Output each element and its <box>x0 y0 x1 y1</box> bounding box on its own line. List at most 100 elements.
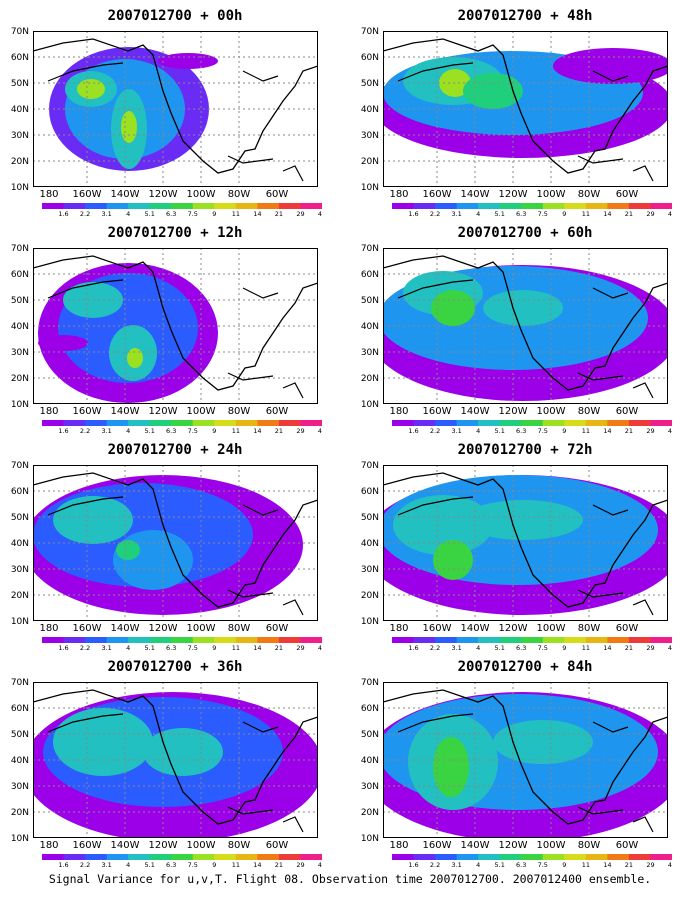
colorbar-swatch <box>435 854 458 860</box>
panel-title: 2007012700 + 36h <box>107 659 243 675</box>
colorbar-swatch <box>149 854 172 860</box>
colorbar-swatch <box>214 203 237 209</box>
colorbar-swatch <box>585 637 608 643</box>
map-canvas <box>383 248 668 404</box>
coastline <box>383 255 668 391</box>
latitude-label: 20N <box>360 591 379 601</box>
latitude-label: 40N <box>360 539 379 549</box>
coastline <box>33 255 318 391</box>
longitude-label: 100W <box>536 189 566 200</box>
colorbar-label: 5.1 <box>145 644 155 651</box>
colorbar-swatch <box>456 637 479 643</box>
map-canvas <box>33 465 318 621</box>
latitude-label: 50N <box>10 513 29 523</box>
colorbar-label: 9 <box>212 644 216 651</box>
colorbar-swatch <box>456 203 479 209</box>
colorbar-swatch <box>564 854 587 860</box>
colorbar-label: 1.6 <box>58 427 68 434</box>
variance-contour <box>553 48 668 84</box>
colorbar-label: 4 <box>126 644 130 651</box>
colorbar-swatch <box>42 854 65 860</box>
coastline <box>47 62 304 182</box>
variance-contour <box>493 720 593 764</box>
colorbar-swatch <box>235 203 258 209</box>
map-panel: 2007012700 + 84h 70N 60N 50N 40N 30N 20N 10N 180… <box>350 651 700 868</box>
variance-map <box>383 465 668 621</box>
colorbar-label: 5.1 <box>145 427 155 434</box>
panel-title: 2007012700 + 60h <box>457 225 593 241</box>
colorbar-label: 40 <box>318 210 322 217</box>
variance-map <box>383 248 668 404</box>
colorbar-swatch <box>149 420 172 426</box>
latitude-label: 60N <box>10 704 29 714</box>
variance-contour <box>433 737 469 797</box>
colorbar-swatch <box>63 420 86 426</box>
colorbar-label: 5.1 <box>495 861 505 868</box>
colorbar-swatch <box>235 420 258 426</box>
latitude-label: 10N <box>10 400 29 410</box>
colorbar-swatch <box>171 637 194 643</box>
colorbar-swatch <box>585 854 608 860</box>
colorbar-label: 7.5 <box>188 644 198 651</box>
colorbar-swatch <box>650 854 672 860</box>
panel-title: 2007012700 + 84h <box>457 659 593 675</box>
longitude-label: 100W <box>536 840 566 851</box>
colorbar-label: 11 <box>232 427 240 434</box>
colorbar-swatch <box>235 854 258 860</box>
colorbar-swatch <box>435 203 458 209</box>
colorbar-label: 1.6 <box>408 427 418 434</box>
longitude-label: 180 <box>39 189 59 200</box>
latitude-label: 10N <box>360 834 379 844</box>
colorbar-swatch <box>85 203 108 209</box>
colorbar-swatch <box>278 420 301 426</box>
latitude-label: 70N <box>360 27 379 37</box>
colorbar-swatch <box>171 854 194 860</box>
colorbar-label: 29 <box>296 644 304 651</box>
variance-contour <box>463 500 583 540</box>
colorbar-label: 6.3 <box>516 427 526 434</box>
latitude-label: 50N <box>10 79 29 89</box>
variance-map <box>33 248 318 404</box>
colorbar-swatch <box>499 637 522 643</box>
latitude-label: 60N <box>360 53 379 63</box>
colorbar-label: 40 <box>668 427 672 434</box>
colorbar-label: 40 <box>668 210 672 217</box>
colorbar-label: 21 <box>625 644 633 651</box>
colorbar-swatch <box>585 420 608 426</box>
colorbar: 1.6 2.2 3.1 4 5.1 6.3 7.5 9 11 14 21 29 40 <box>42 854 322 868</box>
longitude-label: 180 <box>389 406 409 417</box>
colorbar-swatch <box>478 203 501 209</box>
variance-contour <box>77 79 105 99</box>
variance-map <box>33 465 318 621</box>
colorbar-swatch <box>564 420 587 426</box>
colorbar: 1.6 2.2 3.1 4 5.1 6.3 7.5 9 11 14 21 29 40 <box>392 637 672 651</box>
colorbar-swatch <box>128 420 151 426</box>
latitude-label: 30N <box>360 348 379 358</box>
latitude-label: 20N <box>10 157 29 167</box>
latitude-label: 40N <box>360 105 379 115</box>
colorbar-swatch <box>63 854 86 860</box>
longitude-label: 120W <box>498 406 528 417</box>
colorbar-label: 11 <box>582 427 590 434</box>
colorbar-label: 21 <box>275 210 283 217</box>
colorbar-label: 2.2 <box>430 427 440 434</box>
colorbar-swatch <box>521 854 544 860</box>
colorbar-swatch <box>521 420 544 426</box>
colorbar-label: 7.5 <box>188 861 198 868</box>
colorbar-label: 4 <box>126 210 130 217</box>
colorbar-swatch <box>628 420 651 426</box>
longitude-label: 80W <box>227 406 251 417</box>
colorbar-swatch <box>300 637 322 643</box>
latitude-label: 20N <box>360 157 379 167</box>
colorbar-label: 3.1 <box>451 861 461 868</box>
colorbar-label: 14 <box>603 210 611 217</box>
latitude-label: 10N <box>10 183 29 193</box>
longitude-label: 160W <box>422 406 452 417</box>
colorbar-label: 7.5 <box>188 427 198 434</box>
colorbar-label: 5.1 <box>495 427 505 434</box>
colorbar-swatch <box>392 854 415 860</box>
colorbar-swatch <box>42 637 65 643</box>
longitude-label: 60W <box>615 406 639 417</box>
latitude-label: 50N <box>10 730 29 740</box>
colorbar-label: 29 <box>296 861 304 868</box>
